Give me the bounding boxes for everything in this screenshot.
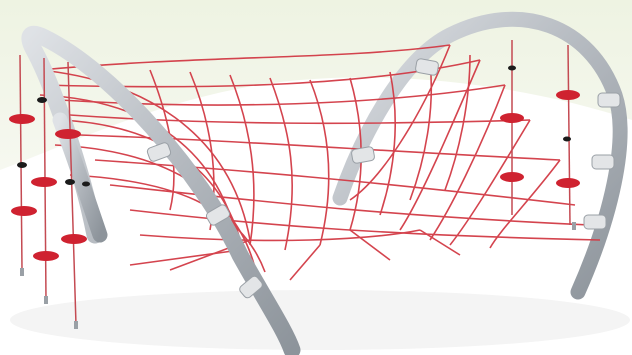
ground-anchors (20, 222, 576, 329)
rope-disc-seats-left (9, 54, 90, 326)
clamp-group (146, 58, 621, 299)
rope-disc-seats-right (500, 40, 580, 226)
arch-frame-right (332, 11, 628, 300)
ground-shadow (10, 290, 630, 350)
background-tint (0, 0, 632, 170)
